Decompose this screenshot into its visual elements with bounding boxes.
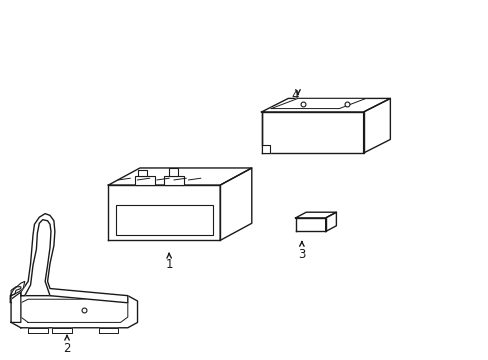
Text: 3: 3 [298,248,305,261]
Polygon shape [10,282,25,303]
Polygon shape [295,212,336,218]
Polygon shape [108,168,251,185]
Polygon shape [11,296,137,328]
Polygon shape [108,185,220,240]
Text: 2: 2 [63,342,71,355]
Polygon shape [28,328,47,333]
Polygon shape [261,112,363,153]
Polygon shape [271,98,366,109]
Text: 4: 4 [291,89,299,102]
Polygon shape [261,98,389,112]
Polygon shape [21,299,127,323]
Polygon shape [99,328,118,333]
Polygon shape [21,213,127,303]
Text: 1: 1 [165,258,173,271]
Polygon shape [11,287,21,296]
Polygon shape [363,98,389,153]
Bar [116,204,212,235]
Bar [169,168,178,176]
Polygon shape [325,212,336,231]
Bar [164,176,183,185]
Bar [138,170,146,176]
Polygon shape [261,145,270,153]
Polygon shape [11,292,21,323]
Bar [135,176,154,185]
Polygon shape [220,168,251,240]
Polygon shape [52,328,72,333]
Polygon shape [295,218,325,231]
